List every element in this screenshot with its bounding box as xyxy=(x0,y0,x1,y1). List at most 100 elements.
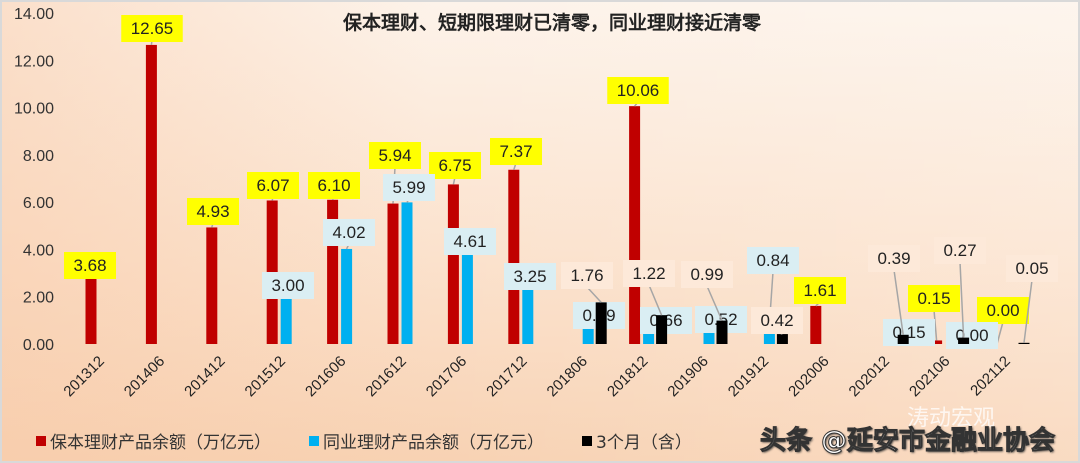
data-label-bg xyxy=(308,172,360,199)
bar-201806-s2 xyxy=(595,302,607,344)
legend-label: 3个月（含） xyxy=(596,433,692,453)
data-label: 0.05 xyxy=(1015,259,1048,278)
bar-201912-s1 xyxy=(763,324,775,344)
data-label: 3.68 xyxy=(73,256,106,275)
leader-line xyxy=(706,285,723,321)
leader-line xyxy=(648,284,663,316)
data-label: 6.10 xyxy=(317,176,350,195)
data-label-bg xyxy=(504,263,556,290)
bar-202112-s2 xyxy=(1018,342,1030,344)
y-tick-label: 4.00 xyxy=(23,242,54,259)
data-label-bg xyxy=(64,252,116,279)
data-label: 0.15 xyxy=(917,289,950,308)
data-label-bg xyxy=(868,245,920,272)
data-label: 0.27 xyxy=(943,241,976,260)
data-label: 6.75 xyxy=(438,156,471,175)
data-label-bg xyxy=(934,237,986,264)
data-label-bg xyxy=(946,322,998,349)
leader-line xyxy=(959,261,965,338)
bar-201906-s1 xyxy=(703,331,715,344)
data-label: 6.07 xyxy=(256,176,289,195)
y-tick-label: 12.00 xyxy=(14,53,54,70)
data-label: 1.76 xyxy=(570,266,603,285)
data-label-bg xyxy=(1006,255,1058,282)
bar-201606-s1 xyxy=(341,248,353,344)
y-tick-label: 10.00 xyxy=(14,101,54,118)
x-tick-label: 201906 xyxy=(664,353,711,400)
y-tick-label: 8.00 xyxy=(23,148,54,165)
data-label: 10.06 xyxy=(617,81,660,100)
x-tick-label: 202106 xyxy=(906,353,953,400)
leader-line xyxy=(586,286,602,303)
data-label-bg xyxy=(794,277,846,304)
x-tick-label: 202006 xyxy=(785,353,832,400)
legend-item-principal: 保本理财产品余额（万亿元） xyxy=(36,428,271,453)
bar-202006-s0 xyxy=(810,305,822,344)
x-tick-label: 201812 xyxy=(604,353,651,400)
data-label: 0.99 xyxy=(690,265,723,284)
data-label-bg xyxy=(908,285,960,312)
bar-201606-s0 xyxy=(327,199,339,344)
data-label-bg xyxy=(369,142,421,169)
data-label-bg xyxy=(247,172,299,199)
bar-202106-s2 xyxy=(958,337,970,344)
x-tick-label: 201912 xyxy=(725,353,772,400)
x-tick-label: 201806 xyxy=(544,353,591,400)
bar-201412-s0 xyxy=(206,227,218,344)
data-label: 12.65 xyxy=(131,19,174,38)
data-label-bg xyxy=(623,260,675,287)
data-label: 3.25 xyxy=(513,267,546,286)
data-label-bg xyxy=(444,228,496,255)
bar-201706-s0 xyxy=(447,184,459,344)
data-label-bg xyxy=(681,261,733,288)
data-label-bg xyxy=(883,319,935,346)
data-label: 7.37 xyxy=(499,142,532,161)
legend: 保本理财产品余额（万亿元） 同业理财产品余额（万亿元） 3个月（含） xyxy=(36,428,692,453)
data-label-bg xyxy=(429,152,481,179)
data-label: 3.00 xyxy=(271,276,304,295)
data-label: 0.00 xyxy=(986,301,1019,320)
y-tick-label: 2.00 xyxy=(23,290,54,307)
legend-swatch-black xyxy=(582,435,592,446)
bar-201706-s1 xyxy=(461,235,473,344)
data-label-bg xyxy=(561,262,613,289)
chart-title: 保本理财、短期限理财已清零，同业理财接近清零 xyxy=(342,12,761,34)
x-tick-label: 201412 xyxy=(181,353,228,400)
bar-201806-s1 xyxy=(582,322,594,344)
data-label: 0.15 xyxy=(892,323,925,342)
x-tick-label: 202112 xyxy=(967,353,1014,400)
data-label: 4.02 xyxy=(332,223,365,242)
data-label: 4.61 xyxy=(453,232,486,251)
x-tick-label: 201612 xyxy=(362,353,409,400)
legend-swatch-blue xyxy=(309,435,319,446)
data-label: 1.22 xyxy=(632,264,665,283)
bar-201406-s0 xyxy=(145,44,157,345)
legend-swatch-red xyxy=(36,435,46,446)
bar-201612-s0 xyxy=(387,203,399,344)
y-tick-label: 0.00 xyxy=(23,337,54,354)
x-tick-label: 201512 xyxy=(242,353,289,400)
bar-201906-s2 xyxy=(716,320,728,344)
data-label-bg xyxy=(323,219,375,246)
legend-item-interbank: 同业理财产品余额（万亿元） xyxy=(309,428,544,453)
legend-label: 同业理财产品余额（万亿元） xyxy=(323,433,544,453)
data-label: 0.42 xyxy=(760,311,793,330)
data-label: 0.39 xyxy=(877,249,910,268)
bar-201712-s0 xyxy=(508,169,520,344)
data-label: 1.61 xyxy=(803,281,836,300)
data-label-bg xyxy=(187,198,239,225)
y-tick-label: 6.00 xyxy=(23,195,54,212)
x-tick-label: 201706 xyxy=(423,353,470,400)
data-label-bg xyxy=(121,15,183,42)
data-label-bg xyxy=(751,307,803,334)
bar-201912-s2 xyxy=(776,334,788,344)
leader-line xyxy=(1023,279,1033,343)
data-label-bg xyxy=(607,77,669,104)
data-label: 0.84 xyxy=(756,251,789,270)
x-tick-label: 201406 xyxy=(121,353,168,400)
bar-201612-s1 xyxy=(401,202,413,344)
y-tick-label: 14.00 xyxy=(14,6,54,23)
legend-item-short-term: 3个月（含） xyxy=(582,428,692,453)
x-tick-label: 201312 xyxy=(60,353,107,400)
